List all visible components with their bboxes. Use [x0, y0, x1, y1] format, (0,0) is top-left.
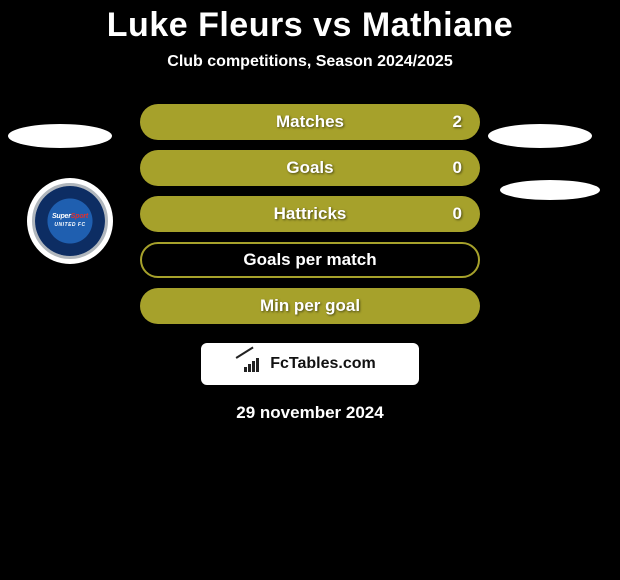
player2-name: Mathiane [362, 6, 513, 44]
brand-text: FcTables.com [270, 355, 376, 373]
stat-pill: Min per goal [140, 288, 480, 324]
badge-text: SuperSport UNITED FC [52, 213, 88, 228]
stat-label: Matches [276, 112, 344, 132]
stat-pill: Goals per match [140, 242, 480, 278]
decorative-ellipse [500, 180, 600, 200]
stat-label: Goals [286, 158, 333, 178]
player1-name: Luke Fleurs [107, 6, 303, 44]
stat-label: Goals per match [243, 250, 376, 270]
chart-icon [244, 356, 264, 372]
stat-pill: Matches [140, 104, 480, 140]
stat-pill: Goals [140, 150, 480, 186]
stat-row: Min per goal [0, 283, 620, 329]
decorative-ellipse [8, 124, 112, 148]
stat-value: 2 [453, 104, 462, 140]
stat-value: 0 [453, 150, 462, 186]
vs-label: vs [313, 6, 352, 44]
decorative-ellipse [488, 124, 592, 148]
stat-value: 0 [453, 196, 462, 232]
page-title: Luke Fleurs vs Mathiane [0, 6, 620, 45]
brand-card[interactable]: FcTables.com [201, 343, 419, 385]
stat-label: Min per goal [260, 296, 360, 316]
club-badge: SuperSport UNITED FC [27, 178, 113, 264]
badge-inner: SuperSport UNITED FC [35, 186, 105, 256]
stat-label: Hattricks [274, 204, 347, 224]
stat-pill: Hattricks [140, 196, 480, 232]
subtitle: Club competitions, Season 2024/2025 [0, 53, 620, 71]
date-label: 29 november 2024 [0, 403, 620, 423]
